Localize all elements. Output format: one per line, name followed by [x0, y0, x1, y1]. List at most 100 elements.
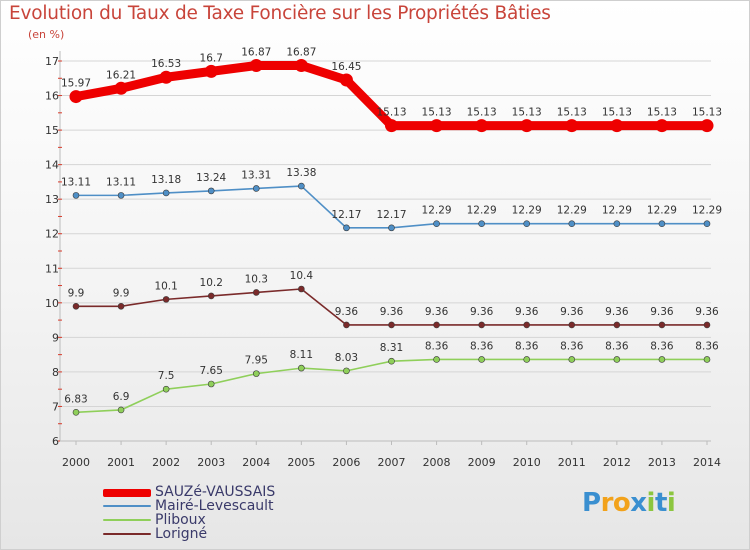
- data-point-lorigne: [613, 321, 621, 329]
- data-label-maire-levescault: 13.31: [241, 169, 271, 181]
- data-label-pliboux: 7.65: [200, 365, 223, 377]
- data-point-maire-levescault: [478, 220, 485, 228]
- data-point-pliboux: [117, 406, 125, 414]
- series-line-pliboux: [75, 358, 708, 414]
- data-label-lorigne: 9.36: [560, 306, 584, 318]
- data-point-pliboux: [703, 356, 711, 363]
- legend-swatch-lorigne: [103, 533, 151, 535]
- data-label-sauze-vaussais: 15.97: [61, 78, 91, 90]
- data-label-lorigne: 9.9: [68, 287, 85, 299]
- y-tick-label: 10: [45, 297, 59, 310]
- data-point-lorigne: [388, 321, 395, 329]
- data-point-maire-levescault: [162, 189, 170, 197]
- x-tick-label-2009: 2009: [468, 456, 496, 469]
- x-tick-label-2011: 2011: [558, 456, 586, 469]
- data-label-lorigne: 9.36: [695, 306, 719, 318]
- data-label-lorigne: 10.3: [245, 273, 268, 285]
- data-label-sauze-vaussais: 16.7: [200, 52, 223, 64]
- data-point-pliboux: [72, 409, 80, 416]
- data-point-lorigne: [433, 321, 440, 329]
- data-label-sauze-vaussais: 15.13: [557, 107, 587, 119]
- data-point-maire-levescault: [72, 192, 80, 199]
- data-point-sauze-vaussais: [204, 64, 218, 78]
- data-point-maire-levescault: [568, 220, 576, 228]
- chart-title: Evolution du Taux de Taxe Foncière sur l…: [9, 3, 551, 24]
- data-point-maire-levescault: [388, 224, 395, 232]
- data-label-maire-levescault: 12.17: [331, 209, 361, 221]
- legend-swatch-maire-levescault: [103, 505, 151, 507]
- data-point-maire-levescault: [433, 220, 440, 228]
- data-point-maire-levescault: [252, 185, 260, 192]
- x-tick-label-2004: 2004: [242, 456, 270, 469]
- data-label-sauze-vaussais: 16.53: [151, 58, 181, 70]
- data-point-lorigne: [207, 292, 215, 300]
- data-point-sauze-vaussais: [339, 73, 353, 87]
- data-label-pliboux: 8.36: [425, 340, 449, 352]
- logo-letter: r: [600, 488, 614, 518]
- x-tick-label-2010: 2010: [513, 456, 541, 469]
- data-label-sauze-vaussais: 16.45: [331, 61, 361, 73]
- data-label-maire-levescault: 13.11: [106, 176, 136, 188]
- x-tick-label-2002: 2002: [152, 456, 180, 469]
- data-point-maire-levescault: [613, 220, 621, 228]
- legend-label-sauze-vaussais: SAUZé-VAUSSAIS: [155, 484, 276, 500]
- data-label-lorigne: 10.1: [154, 280, 177, 292]
- logo-letter: t: [654, 488, 667, 518]
- unit-label: (en %): [28, 28, 65, 41]
- data-point-maire-levescault: [658, 220, 666, 228]
- data-label-pliboux: 8.11: [290, 349, 313, 361]
- data-point-lorigne: [72, 302, 80, 310]
- data-point-maire-levescault: [117, 192, 125, 199]
- data-point-sauze-vaussais: [249, 58, 263, 72]
- data-point-sauze-vaussais: [294, 58, 308, 72]
- data-label-maire-levescault: 13.38: [286, 167, 316, 179]
- data-point-pliboux: [478, 356, 485, 363]
- data-label-sauze-vaussais: 15.13: [602, 107, 632, 119]
- data-label-lorigne: 9.9: [113, 287, 130, 299]
- logo-letter: i: [666, 488, 676, 518]
- data-point-lorigne: [568, 321, 576, 329]
- data-label-maire-levescault: 13.18: [151, 174, 181, 186]
- data-point-pliboux: [388, 357, 395, 365]
- data-label-maire-levescault: 12.29: [602, 205, 632, 217]
- y-tick-label: 15: [45, 124, 59, 137]
- data-label-pliboux: 8.36: [560, 340, 584, 352]
- data-point-maire-levescault: [523, 220, 531, 228]
- data-label-lorigne: 10.4: [290, 270, 314, 282]
- x-tick-label-2001: 2001: [107, 456, 135, 469]
- data-label-lorigne: 9.36: [335, 306, 359, 318]
- data-point-lorigne: [703, 321, 711, 329]
- data-label-sauze-vaussais: 16.87: [241, 46, 271, 58]
- data-label-pliboux: 8.36: [515, 340, 539, 352]
- data-point-sauze-vaussais: [700, 119, 714, 133]
- data-point-sauze-vaussais: [610, 119, 624, 133]
- data-point-pliboux: [658, 356, 666, 363]
- y-tick-label: 7: [52, 400, 59, 413]
- data-point-maire-levescault: [343, 224, 350, 232]
- data-point-lorigne: [162, 296, 170, 303]
- data-point-pliboux: [433, 356, 440, 363]
- data-label-maire-levescault: 12.29: [557, 205, 587, 217]
- data-point-lorigne: [478, 321, 485, 329]
- data-point-pliboux: [613, 356, 621, 363]
- data-label-pliboux: 8.36: [650, 340, 674, 352]
- logo-letter: P: [582, 488, 601, 518]
- data-label-sauze-vaussais: 15.13: [467, 107, 497, 119]
- data-label-sauze-vaussais: 15.13: [512, 107, 542, 119]
- data-label-pliboux: 6.9: [113, 391, 130, 403]
- data-label-lorigne: 10.2: [200, 277, 223, 289]
- data-label-sauze-vaussais: 16.87: [286, 46, 316, 58]
- data-label-sauze-vaussais: 15.13: [422, 107, 452, 119]
- data-label-pliboux: 8.36: [470, 340, 494, 352]
- x-tick-label-2007: 2007: [378, 456, 406, 469]
- y-tick-label: 9: [52, 331, 59, 344]
- logo-letter: i: [646, 488, 656, 518]
- proxiti-logo: Proxiti: [582, 488, 676, 518]
- data-point-pliboux: [207, 380, 215, 388]
- data-point-maire-levescault: [703, 220, 711, 228]
- x-tick-label-2008: 2008: [423, 456, 451, 469]
- x-tick-label-2014: 2014: [693, 456, 721, 469]
- y-tick-label: 17: [45, 55, 59, 68]
- data-label-pliboux: 7.95: [245, 355, 268, 367]
